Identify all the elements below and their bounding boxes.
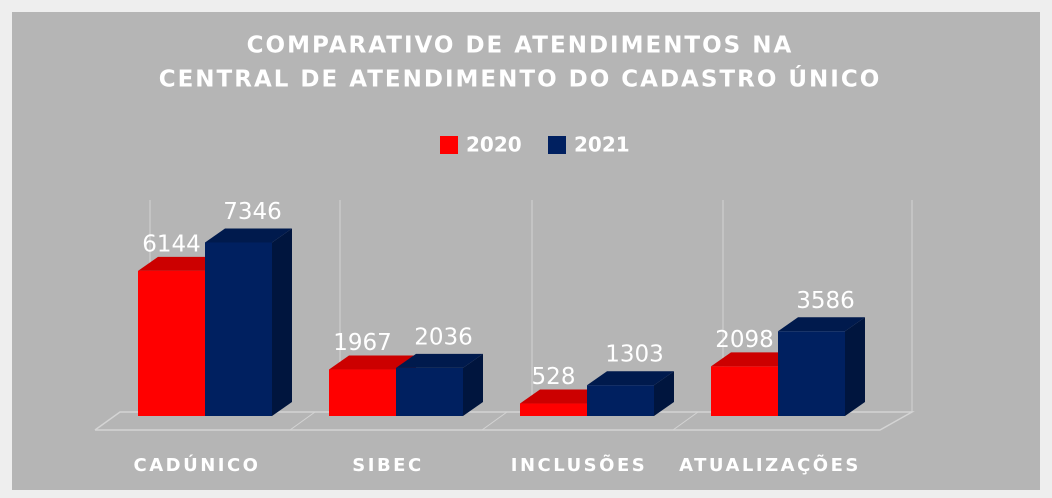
legend-swatch bbox=[548, 136, 566, 154]
bar-top bbox=[138, 256, 225, 271]
bar bbox=[587, 385, 654, 416]
bar-side bbox=[654, 371, 674, 416]
floor-line bbox=[672, 411, 699, 431]
bar-top bbox=[205, 228, 292, 243]
x-tick-label: INCLUSÕES bbox=[511, 453, 647, 476]
value-label: 1967 bbox=[333, 330, 392, 356]
floor-line bbox=[289, 411, 316, 431]
x-tick-label: CADÚNICO bbox=[134, 454, 261, 476]
floor-line bbox=[481, 411, 508, 431]
legend-label: 2021 bbox=[574, 133, 630, 157]
bar bbox=[711, 366, 778, 416]
bar-top bbox=[520, 389, 607, 404]
bar-side bbox=[845, 317, 865, 416]
bar-top bbox=[711, 352, 798, 367]
bar-side bbox=[463, 353, 483, 416]
x-tick-label: ATUALIZAÇÕES bbox=[679, 453, 861, 476]
x-tick-label: SIBEC bbox=[352, 455, 423, 476]
bar bbox=[396, 367, 463, 416]
value-label: 1303 bbox=[605, 342, 664, 368]
value-label: 528 bbox=[532, 364, 576, 390]
value-label: 2098 bbox=[715, 327, 774, 353]
value-label: 2036 bbox=[414, 324, 473, 350]
bar bbox=[520, 403, 587, 416]
value-label: 3586 bbox=[796, 288, 855, 314]
legend-swatch bbox=[440, 136, 458, 154]
bar bbox=[138, 270, 205, 416]
value-label: 6144 bbox=[142, 231, 201, 257]
bar-top bbox=[329, 355, 416, 370]
legend-label: 2020 bbox=[466, 133, 522, 157]
bar-side bbox=[272, 228, 292, 416]
value-label: 7346 bbox=[223, 199, 282, 225]
chart-title: CENTRAL DE ATENDIMENTO DO CADASTRO ÚNICO bbox=[159, 65, 882, 93]
bar-top bbox=[778, 317, 865, 332]
bar-top bbox=[396, 353, 483, 368]
bar bbox=[329, 369, 396, 416]
bar-top bbox=[587, 371, 674, 386]
bar bbox=[205, 242, 272, 416]
bar bbox=[778, 331, 845, 416]
chart-title: COMPARATIVO DE ATENDIMENTOS NA bbox=[247, 33, 794, 59]
